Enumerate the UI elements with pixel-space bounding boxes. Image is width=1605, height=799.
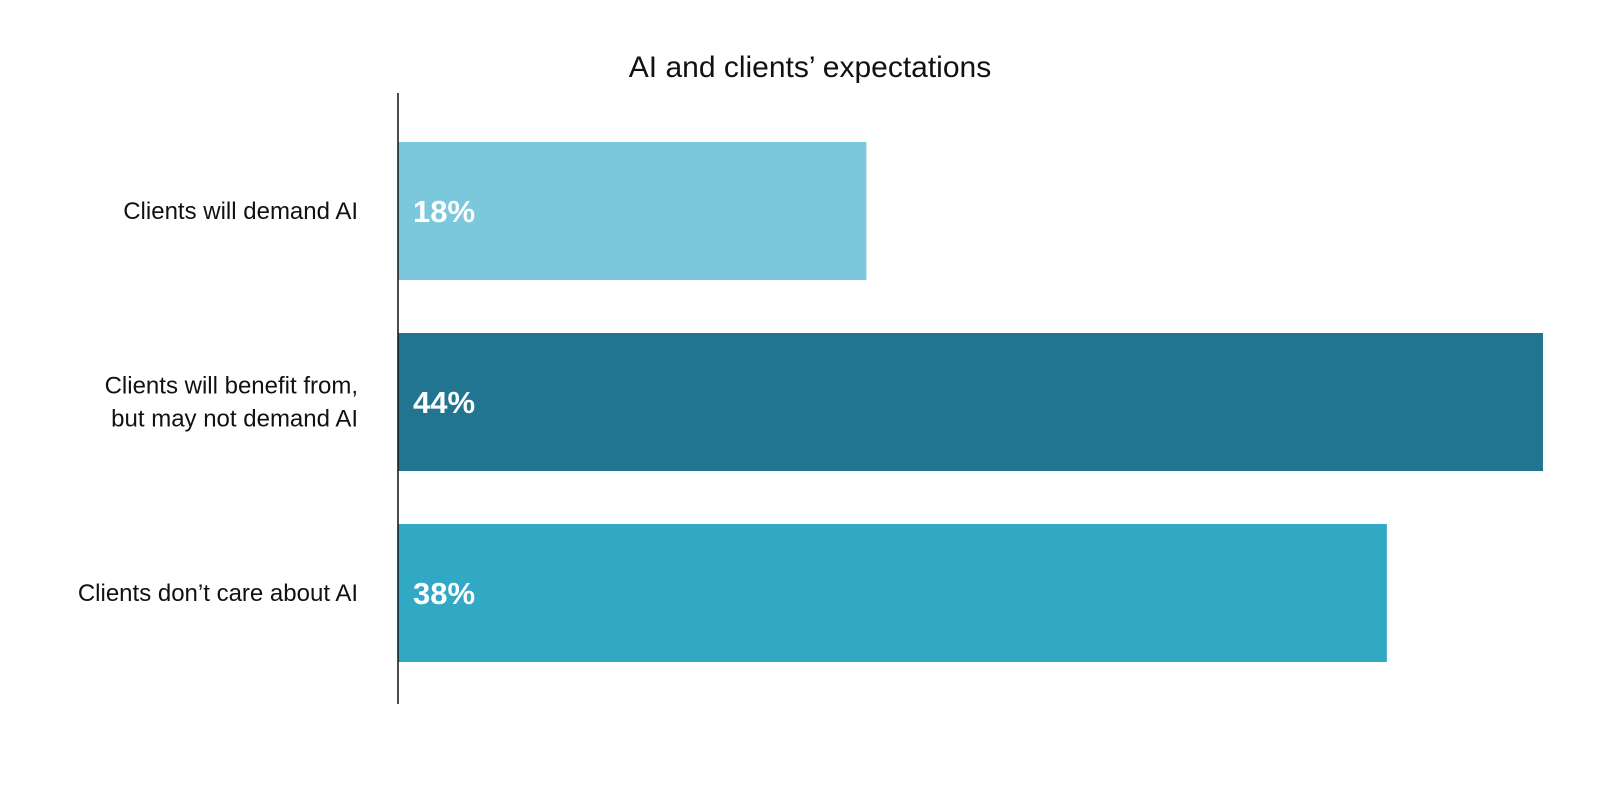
bar-2 <box>398 333 1543 471</box>
category-label-line: Clients don’t care about AI <box>78 580 358 607</box>
category-label-line: Clients will benefit from, <box>105 373 358 400</box>
category-label-2: Clients will benefit from, but may not de… <box>105 373 358 433</box>
bar-1 <box>398 142 867 280</box>
bars-group <box>398 142 1543 662</box>
category-label-3: Clients don’t care about AI <box>78 580 358 607</box>
category-label-line: but may not demand AI <box>111 406 358 433</box>
category-label-1: Clients will demand AI <box>123 198 358 225</box>
chart-title: AI and clients’ expectations <box>629 51 991 84</box>
value-labels-group: 18% 44% 38% <box>413 194 475 611</box>
bar-value-label-1: 18% <box>413 194 475 229</box>
bar-3 <box>398 524 1387 662</box>
category-labels-group: Clients will demand AI Clients will benef… <box>78 198 358 607</box>
bar-value-label-2: 44% <box>413 385 475 420</box>
bar-value-label-3: 38% <box>413 576 475 611</box>
category-label-line: Clients will demand AI <box>123 198 358 225</box>
